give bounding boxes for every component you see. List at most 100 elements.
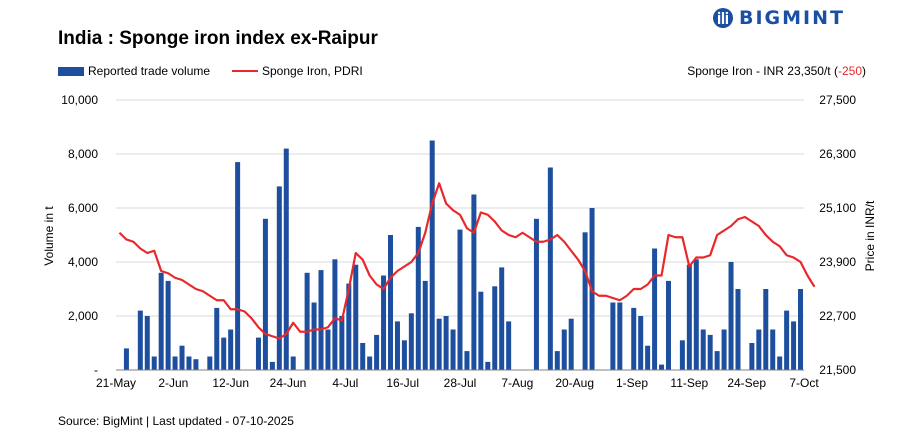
volume-bar xyxy=(262,218,268,370)
y-tick-label: 2,000 xyxy=(68,309,98,323)
volume-bar xyxy=(749,343,755,370)
volume-bar xyxy=(492,286,498,370)
volume-bar xyxy=(714,351,720,370)
volume-bar xyxy=(374,334,380,370)
volume-bar xyxy=(311,302,317,370)
volume-bar xyxy=(408,313,414,370)
volume-bar xyxy=(756,329,762,370)
volume-bar xyxy=(547,167,553,370)
volume-bar xyxy=(123,348,129,370)
legend-item-price: Sponge Iron, PDRI xyxy=(232,64,363,78)
x-tick-label: 11-Sep xyxy=(670,376,708,390)
y2-tick-label: 25,100 xyxy=(819,201,856,215)
volume-bar xyxy=(193,359,199,370)
y-tick-label: 10,000 xyxy=(61,93,98,107)
volume-bar xyxy=(172,356,178,370)
volume-bar xyxy=(422,280,428,370)
price-note-suffix: ) xyxy=(862,64,866,78)
x-tick-label: 24-Jun xyxy=(270,376,307,390)
volume-bar xyxy=(436,318,442,370)
volume-bar xyxy=(137,310,143,370)
price-note-change: -250 xyxy=(837,64,862,78)
volume-bar xyxy=(763,289,769,370)
legend-swatch-price xyxy=(232,70,258,72)
volume-bar xyxy=(617,302,623,370)
volume-bar xyxy=(638,316,644,370)
volume-bar xyxy=(388,235,394,370)
y2-tick-label: 21,500 xyxy=(819,363,856,377)
volume-bar xyxy=(457,229,463,370)
price-note-prefix: Sponge Iron - INR 23,350/t ( xyxy=(687,64,838,78)
y-axis-right-title: Price in INR/t xyxy=(863,200,877,271)
volume-bar xyxy=(360,343,366,370)
bigmint-logo: BIGMINT xyxy=(712,7,845,29)
volume-bars xyxy=(123,140,804,370)
x-tick-label: 12-Jun xyxy=(212,376,249,390)
volume-bar xyxy=(353,264,359,370)
volume-bar xyxy=(255,337,261,370)
volume-bar xyxy=(415,226,421,370)
volume-bar xyxy=(332,259,338,370)
legend-label-volume: Reported trade volume xyxy=(88,64,211,78)
volume-bar xyxy=(721,329,727,370)
y2-tick-label: 22,700 xyxy=(819,309,856,323)
volume-bar xyxy=(290,356,296,370)
x-tick-label: 7-Aug xyxy=(501,376,533,390)
volume-bar xyxy=(450,329,456,370)
y-tick-label: 4,000 xyxy=(68,255,98,269)
legend-label-price: Sponge Iron, PDRI xyxy=(262,64,363,78)
volume-bar xyxy=(221,337,227,370)
source-note: Source: BigMint | Last updated - 07-10-2… xyxy=(58,414,294,428)
volume-bar xyxy=(735,289,741,370)
volume-bar xyxy=(707,334,713,370)
volume-bar xyxy=(533,218,539,370)
volume-bar xyxy=(728,262,734,370)
price-line xyxy=(118,182,816,340)
volume-bar xyxy=(325,329,331,370)
volume-bar xyxy=(367,356,373,370)
volume-bar xyxy=(304,272,310,370)
x-tick-label: 28-Jul xyxy=(444,376,477,390)
x-tick-label: 4-Jul xyxy=(332,376,358,390)
volume-bar xyxy=(610,302,616,370)
volume-bar xyxy=(506,321,512,370)
volume-bar xyxy=(429,140,435,370)
x-tick-label: 21-May xyxy=(96,376,136,390)
volume-bar xyxy=(561,329,567,370)
bigmint-logo-icon xyxy=(713,8,733,28)
volume-bar xyxy=(485,361,491,370)
volume-bar xyxy=(165,280,171,370)
volume-bar xyxy=(401,340,407,370)
volume-bar xyxy=(631,307,637,370)
volume-bar xyxy=(381,275,387,370)
y2-tick-label: 27,500 xyxy=(819,93,856,107)
x-tick-label: 7-Oct xyxy=(789,376,819,390)
volume-bar xyxy=(777,356,783,370)
volume-bar xyxy=(770,329,776,370)
x-axis-ticks: 21-May 2-Jun 12-Jun 24-Jun 4-Jul 16-Jul 28-Jul… xyxy=(96,376,819,390)
volume-bar xyxy=(151,356,157,370)
volume-bar xyxy=(179,345,185,370)
chart-title: India : Sponge iron index ex-Raipur xyxy=(58,28,378,49)
volume-bar xyxy=(471,194,477,370)
x-tick-label: 2-Jun xyxy=(158,376,188,390)
y-tick-label: - xyxy=(94,363,98,377)
volume-bar xyxy=(652,248,658,370)
volume-bar xyxy=(659,364,665,370)
volume-bar xyxy=(784,310,790,370)
volume-bar xyxy=(554,351,560,370)
volume-bar xyxy=(478,291,484,370)
volume-bar xyxy=(499,267,505,370)
y-tick-label: 8,000 xyxy=(68,147,98,161)
volume-bar xyxy=(144,316,150,370)
legend-swatch-volume xyxy=(58,66,84,76)
bigmint-logo-text: BIGMINT xyxy=(739,7,845,29)
volume-bar xyxy=(207,356,213,370)
x-tick-label: 1-Sep xyxy=(616,376,648,390)
volume-bar xyxy=(276,186,282,370)
volume-bar xyxy=(645,345,651,370)
x-tick-label: 24-Sep xyxy=(727,376,766,390)
y-axis-left-title: Volume in t xyxy=(42,206,56,266)
volume-bar xyxy=(686,264,692,370)
volume-bar xyxy=(346,283,352,370)
